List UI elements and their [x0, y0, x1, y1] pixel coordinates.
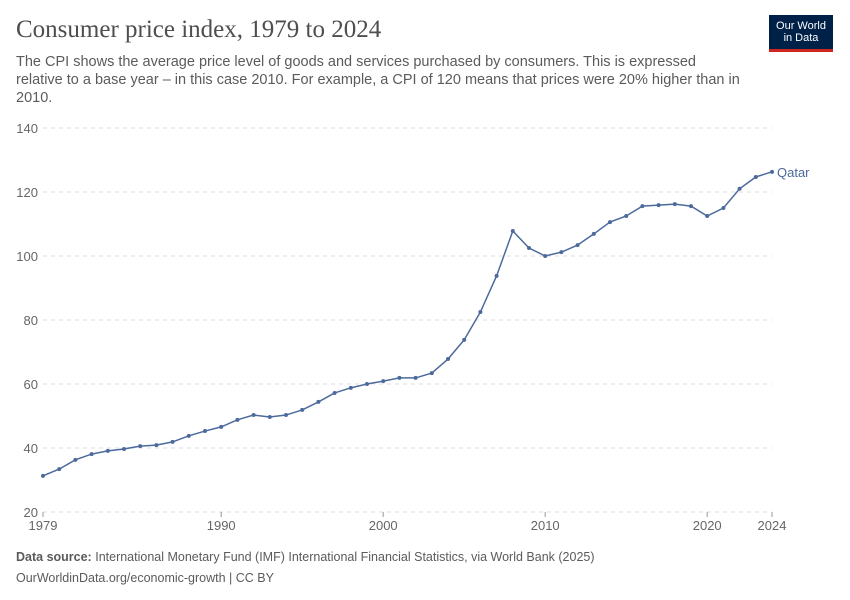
data-point	[365, 382, 369, 386]
y-tick-label: 80	[24, 313, 38, 328]
owid-logo[interactable]: Our World in Data	[769, 15, 833, 52]
data-point	[510, 229, 515, 234]
data-point	[122, 446, 126, 451]
data-point	[429, 371, 434, 376]
data-point	[57, 467, 62, 472]
data-point	[527, 246, 531, 250]
series-label-qatar: Qatar	[777, 165, 810, 180]
data-point	[640, 204, 645, 209]
data-source-text: International Monetary Fund (IMF) Intern…	[95, 550, 595, 564]
data-point	[284, 413, 288, 418]
data-point	[154, 443, 159, 448]
data-point	[267, 414, 272, 419]
data-point	[624, 214, 629, 218]
series-line-qatar	[42, 171, 773, 477]
data-point	[348, 385, 353, 390]
x-tick-label: 1979	[29, 518, 58, 533]
data-point	[381, 379, 386, 384]
data-point	[138, 444, 143, 449]
y-tick-label: 20	[24, 505, 38, 520]
data-point	[219, 424, 224, 429]
data-point	[462, 337, 467, 342]
y-tick-label: 120	[16, 185, 38, 200]
data-point	[721, 206, 726, 210]
chart-subtitle: The CPI shows the average price level of…	[16, 54, 740, 106]
data-point	[105, 448, 110, 453]
data-point	[397, 375, 402, 380]
y-tick-label: 100	[16, 249, 38, 264]
data-point	[705, 214, 710, 218]
logo-line-1: Our World	[776, 20, 826, 32]
data-point	[656, 203, 661, 208]
footer: Data source: International Monetary Fund…	[16, 547, 595, 589]
data-point	[235, 417, 240, 422]
data-point	[170, 439, 175, 444]
data-point	[608, 220, 612, 225]
data-point	[672, 202, 677, 207]
data-point	[332, 390, 337, 395]
data-point	[494, 273, 499, 278]
data-point	[446, 357, 450, 362]
data-point	[753, 174, 758, 179]
y-tick-label: 60	[24, 377, 38, 392]
data-point	[575, 243, 580, 248]
url-license[interactable]: OurWorldinData.org/economic-growth | CC …	[16, 571, 274, 585]
data-point	[689, 204, 693, 209]
data-point	[737, 186, 742, 191]
data-point	[89, 452, 94, 457]
data-point	[543, 254, 548, 258]
chart-title: Consumer price index, 1979 to 2024	[16, 16, 382, 43]
data-point	[559, 250, 564, 255]
data-source-label: Data source:	[16, 550, 92, 564]
data-point	[251, 413, 256, 418]
data-point	[316, 399, 321, 404]
x-tick-label: 1990	[207, 518, 236, 533]
data-point	[478, 310, 483, 314]
x-tick-label: 2000	[369, 518, 398, 533]
y-tick-label: 140	[16, 121, 38, 136]
x-tick-label: 2024	[758, 518, 787, 533]
data-point	[413, 375, 418, 380]
x-tick-label: 2010	[531, 518, 560, 533]
x-tick-label: 2020	[693, 518, 722, 533]
data-point	[186, 433, 191, 438]
data-point	[73, 457, 78, 462]
logo-line-2: in Data	[783, 32, 819, 44]
data-point	[41, 473, 45, 478]
y-tick-label: 40	[24, 441, 38, 456]
data-source: Data source: International Monetary Fund…	[16, 547, 595, 568]
data-point	[591, 231, 596, 236]
data-point	[770, 169, 774, 174]
data-point	[300, 407, 305, 412]
data-point	[203, 429, 207, 434]
